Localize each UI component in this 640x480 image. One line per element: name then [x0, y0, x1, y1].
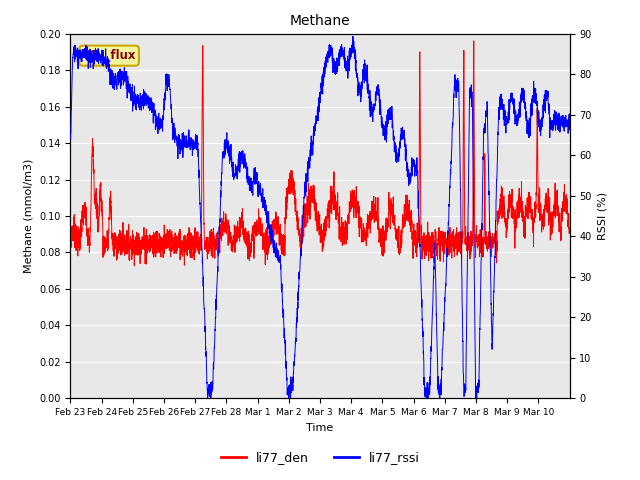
Y-axis label: RSSI (%): RSSI (%): [597, 192, 607, 240]
Text: SW_flux: SW_flux: [83, 49, 136, 62]
Legend: li77_den, li77_rssi: li77_den, li77_rssi: [216, 446, 424, 469]
Y-axis label: Methane (mmol/m3): Methane (mmol/m3): [24, 159, 34, 273]
Title: Methane: Methane: [290, 14, 350, 28]
X-axis label: Time: Time: [307, 423, 333, 432]
